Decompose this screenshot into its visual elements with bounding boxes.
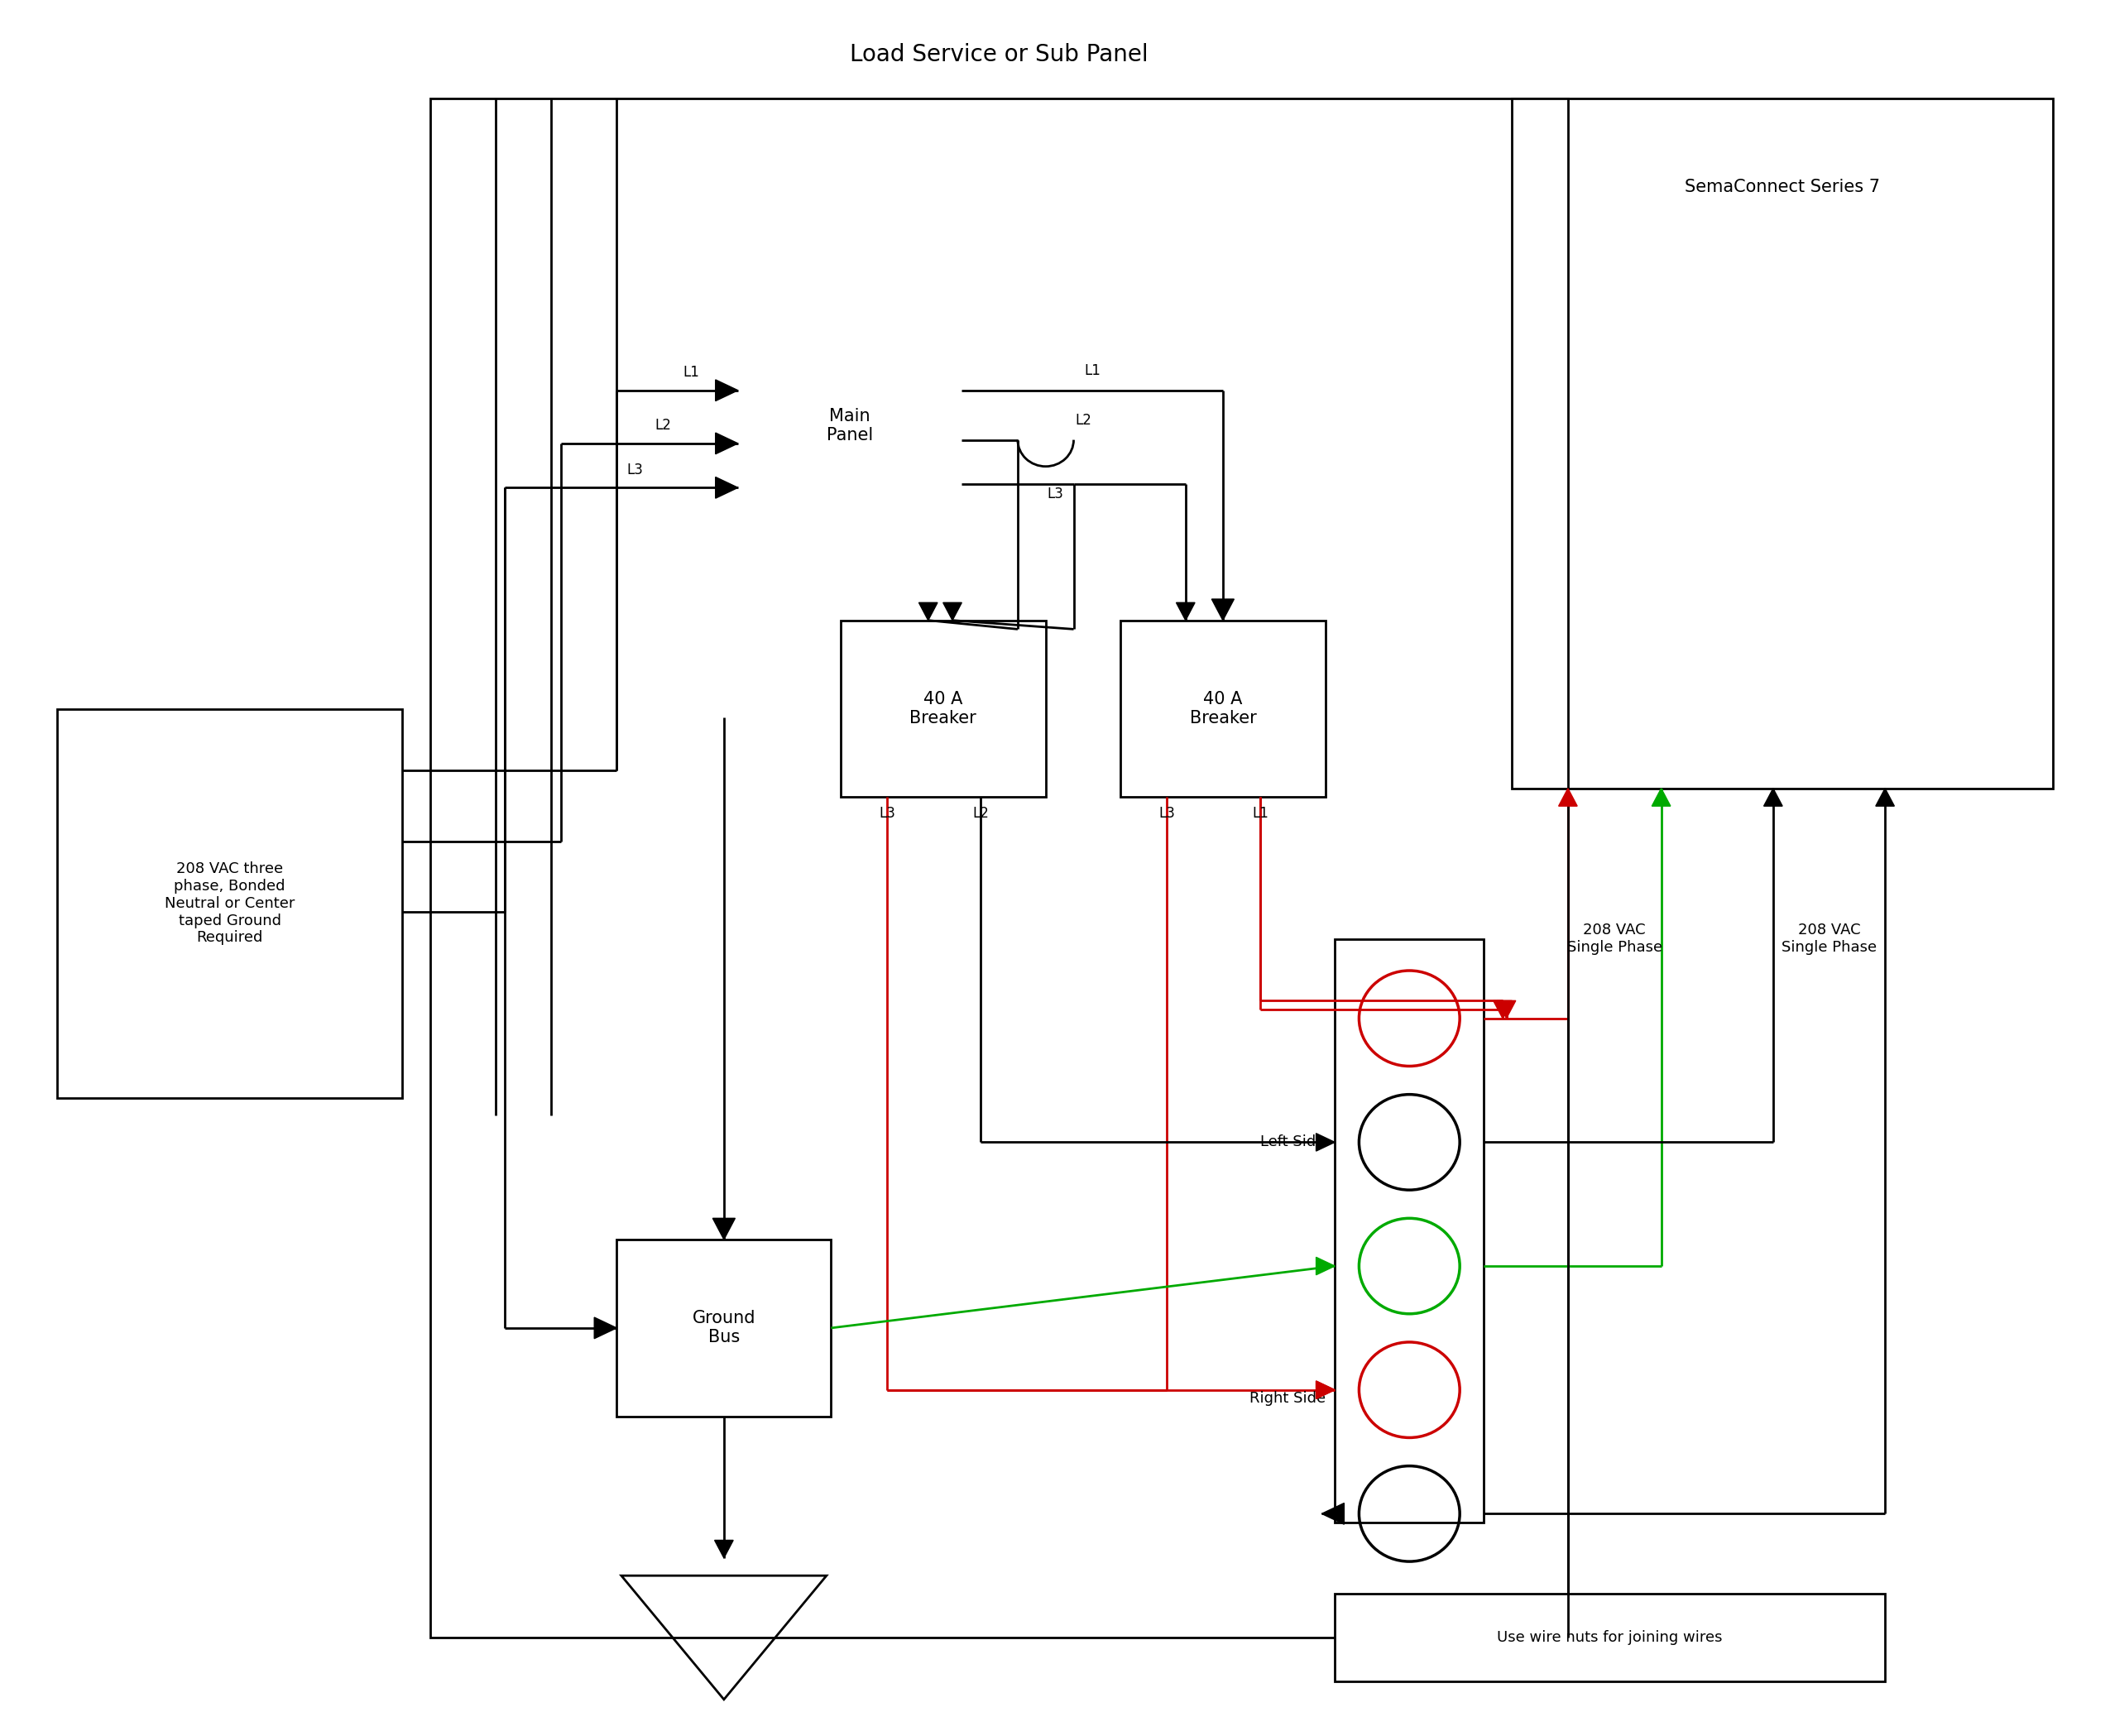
Bar — [1513, 99, 2053, 788]
Polygon shape — [1211, 599, 1234, 620]
Polygon shape — [1321, 1503, 1344, 1524]
Text: 40 A
Breaker: 40 A Breaker — [1190, 691, 1255, 727]
Text: L3: L3 — [627, 462, 644, 477]
Polygon shape — [918, 602, 937, 620]
Text: L2: L2 — [654, 418, 671, 432]
Polygon shape — [943, 602, 962, 620]
Polygon shape — [1876, 788, 1895, 806]
Polygon shape — [1652, 788, 1671, 806]
Text: L1: L1 — [1251, 806, 1268, 821]
Text: L2: L2 — [973, 806, 990, 821]
Polygon shape — [713, 1219, 734, 1240]
Bar — [1336, 1594, 1884, 1682]
Polygon shape — [1317, 1382, 1336, 1399]
Polygon shape — [1764, 788, 1783, 806]
Polygon shape — [715, 1540, 734, 1557]
Polygon shape — [1317, 1382, 1336, 1399]
Text: L3: L3 — [1047, 486, 1063, 502]
Bar — [738, 311, 962, 540]
Bar — [1120, 620, 1325, 797]
Polygon shape — [715, 432, 738, 455]
Text: SemaConnect Series 7: SemaConnect Series 7 — [1684, 179, 1880, 194]
Text: 208 VAC three
phase, Bonded
Neutral or Center
taped Ground
Required: 208 VAC three phase, Bonded Neutral or C… — [165, 861, 295, 944]
Text: Right Side: Right Side — [1249, 1391, 1325, 1406]
Text: Load Service or Sub Panel: Load Service or Sub Panel — [850, 43, 1148, 66]
Polygon shape — [595, 1318, 616, 1338]
Polygon shape — [1559, 788, 1578, 806]
Text: Ground
Bus: Ground Bus — [692, 1311, 755, 1345]
Polygon shape — [1317, 1134, 1336, 1151]
Polygon shape — [715, 477, 738, 498]
Polygon shape — [1175, 602, 1194, 620]
Bar — [840, 620, 1047, 797]
Text: 208 VAC
Single Phase: 208 VAC Single Phase — [1568, 924, 1663, 955]
Text: L3: L3 — [880, 806, 895, 821]
Text: Use wire nuts for joining wires: Use wire nuts for joining wires — [1498, 1630, 1722, 1646]
Polygon shape — [1317, 1257, 1336, 1274]
Polygon shape — [715, 380, 738, 401]
Text: L3: L3 — [1158, 806, 1175, 821]
Text: L1: L1 — [684, 365, 701, 380]
Bar — [57, 708, 403, 1097]
Polygon shape — [1498, 1000, 1515, 1019]
Text: 208 VAC
Single Phase: 208 VAC Single Phase — [1781, 924, 1876, 955]
Bar — [430, 99, 1568, 1637]
Bar — [1336, 939, 1483, 1522]
Text: L1: L1 — [1085, 363, 1101, 378]
Text: 40 A
Breaker: 40 A Breaker — [909, 691, 977, 727]
Text: Left Side: Left Side — [1260, 1135, 1325, 1149]
Text: Main
Panel: Main Panel — [827, 408, 874, 444]
Bar — [616, 1240, 831, 1417]
Text: L2: L2 — [1074, 413, 1091, 427]
Polygon shape — [1494, 1000, 1513, 1019]
